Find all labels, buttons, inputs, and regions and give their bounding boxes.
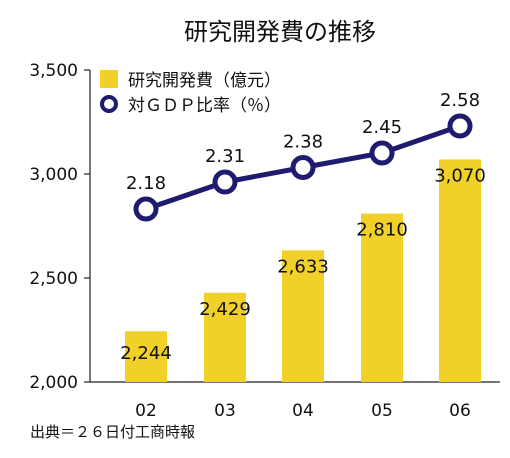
line-value-label: 2.38 xyxy=(283,132,323,153)
bar-value-label: 3,070 xyxy=(434,165,486,186)
line-value-label: 2.58 xyxy=(440,90,480,111)
x-tick-label: 02 xyxy=(135,401,157,421)
line-value-labels: 2.18 2.31 2.38 2.45 2.58 xyxy=(126,90,480,194)
x-tick-label: 05 xyxy=(371,401,393,421)
bar-series xyxy=(125,159,481,382)
legend-line-label: 対ＧＤＰ比率（％） xyxy=(128,96,281,116)
bar xyxy=(282,250,324,382)
bar xyxy=(125,331,167,382)
x-tick-label: 06 xyxy=(449,401,471,421)
bar xyxy=(439,159,481,382)
line-value-label: 2.18 xyxy=(126,173,166,194)
y-tick-label: 2,000 xyxy=(29,373,78,393)
line-point xyxy=(447,113,473,139)
bar-value-label: 2,633 xyxy=(277,256,329,277)
legend-bar-swatch xyxy=(100,70,118,88)
bar-value-label: 2,244 xyxy=(120,343,172,364)
y-tick-label: 3,500 xyxy=(29,61,78,81)
bar xyxy=(361,213,403,382)
source-note: 出典＝２６日付工商時報 xyxy=(30,423,195,441)
x-tick-label: 03 xyxy=(214,401,236,421)
legend-bar-label: 研究開発費（億元） xyxy=(128,71,281,91)
bar-value-labels: 2,244 2,429 2,633 2,810 3,070 xyxy=(120,165,486,364)
x-tick-label: 04 xyxy=(292,401,314,421)
line-point xyxy=(290,155,316,180)
bar-value-label: 2,429 xyxy=(199,299,251,320)
line-value-label: 2.31 xyxy=(205,146,245,167)
bar-value-label: 2,810 xyxy=(356,220,408,241)
line-value-label: 2.45 xyxy=(362,117,402,138)
line-point xyxy=(369,140,395,166)
line-point xyxy=(212,169,238,195)
x-axis-ticks: 02 03 04 05 06 xyxy=(135,401,471,421)
chart-title: 研究開発費の推移 xyxy=(184,18,376,46)
y-tick-label: 3,000 xyxy=(29,165,78,185)
legend-line-swatch xyxy=(100,95,118,113)
y-axis-ticks: 2,000 2,500 3,000 3,500 xyxy=(29,61,90,393)
line-series xyxy=(133,113,473,222)
legend: 研究開発費（億元） 対ＧＤＰ比率（％） xyxy=(100,70,281,116)
bar xyxy=(204,292,246,382)
y-tick-label: 2,500 xyxy=(29,269,78,289)
line-point xyxy=(133,196,159,222)
